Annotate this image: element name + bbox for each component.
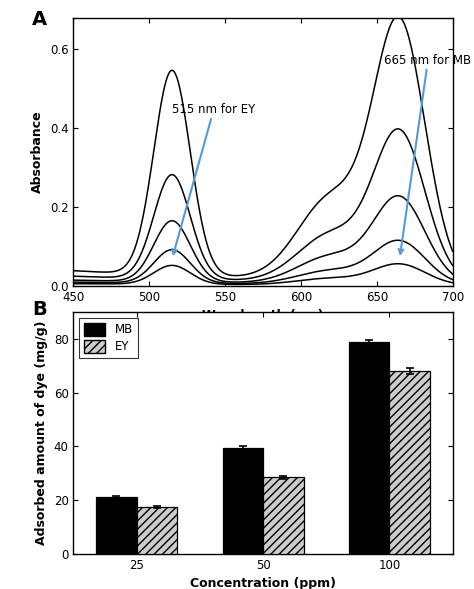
Bar [263, 477, 303, 554]
Y-axis label: Adsorbed amount of dye (mg/g): Adsorbed amount of dye (mg/g) [35, 320, 48, 545]
Bar [390, 371, 430, 554]
Text: 665 nm for MB: 665 nm for MB [384, 54, 472, 254]
Bar [96, 497, 137, 554]
Bar [223, 448, 263, 554]
Text: A: A [32, 9, 47, 29]
X-axis label: Concentration (ppm): Concentration (ppm) [190, 577, 336, 589]
X-axis label: Wavelength (nm): Wavelength (nm) [202, 309, 324, 322]
Legend: MB, EY: MB, EY [79, 318, 138, 358]
Text: B: B [32, 300, 46, 319]
Bar [137, 507, 177, 554]
Y-axis label: Absorbance: Absorbance [31, 110, 45, 193]
Text: 515 nm for EY: 515 nm for EY [172, 103, 255, 254]
Bar [349, 342, 390, 554]
